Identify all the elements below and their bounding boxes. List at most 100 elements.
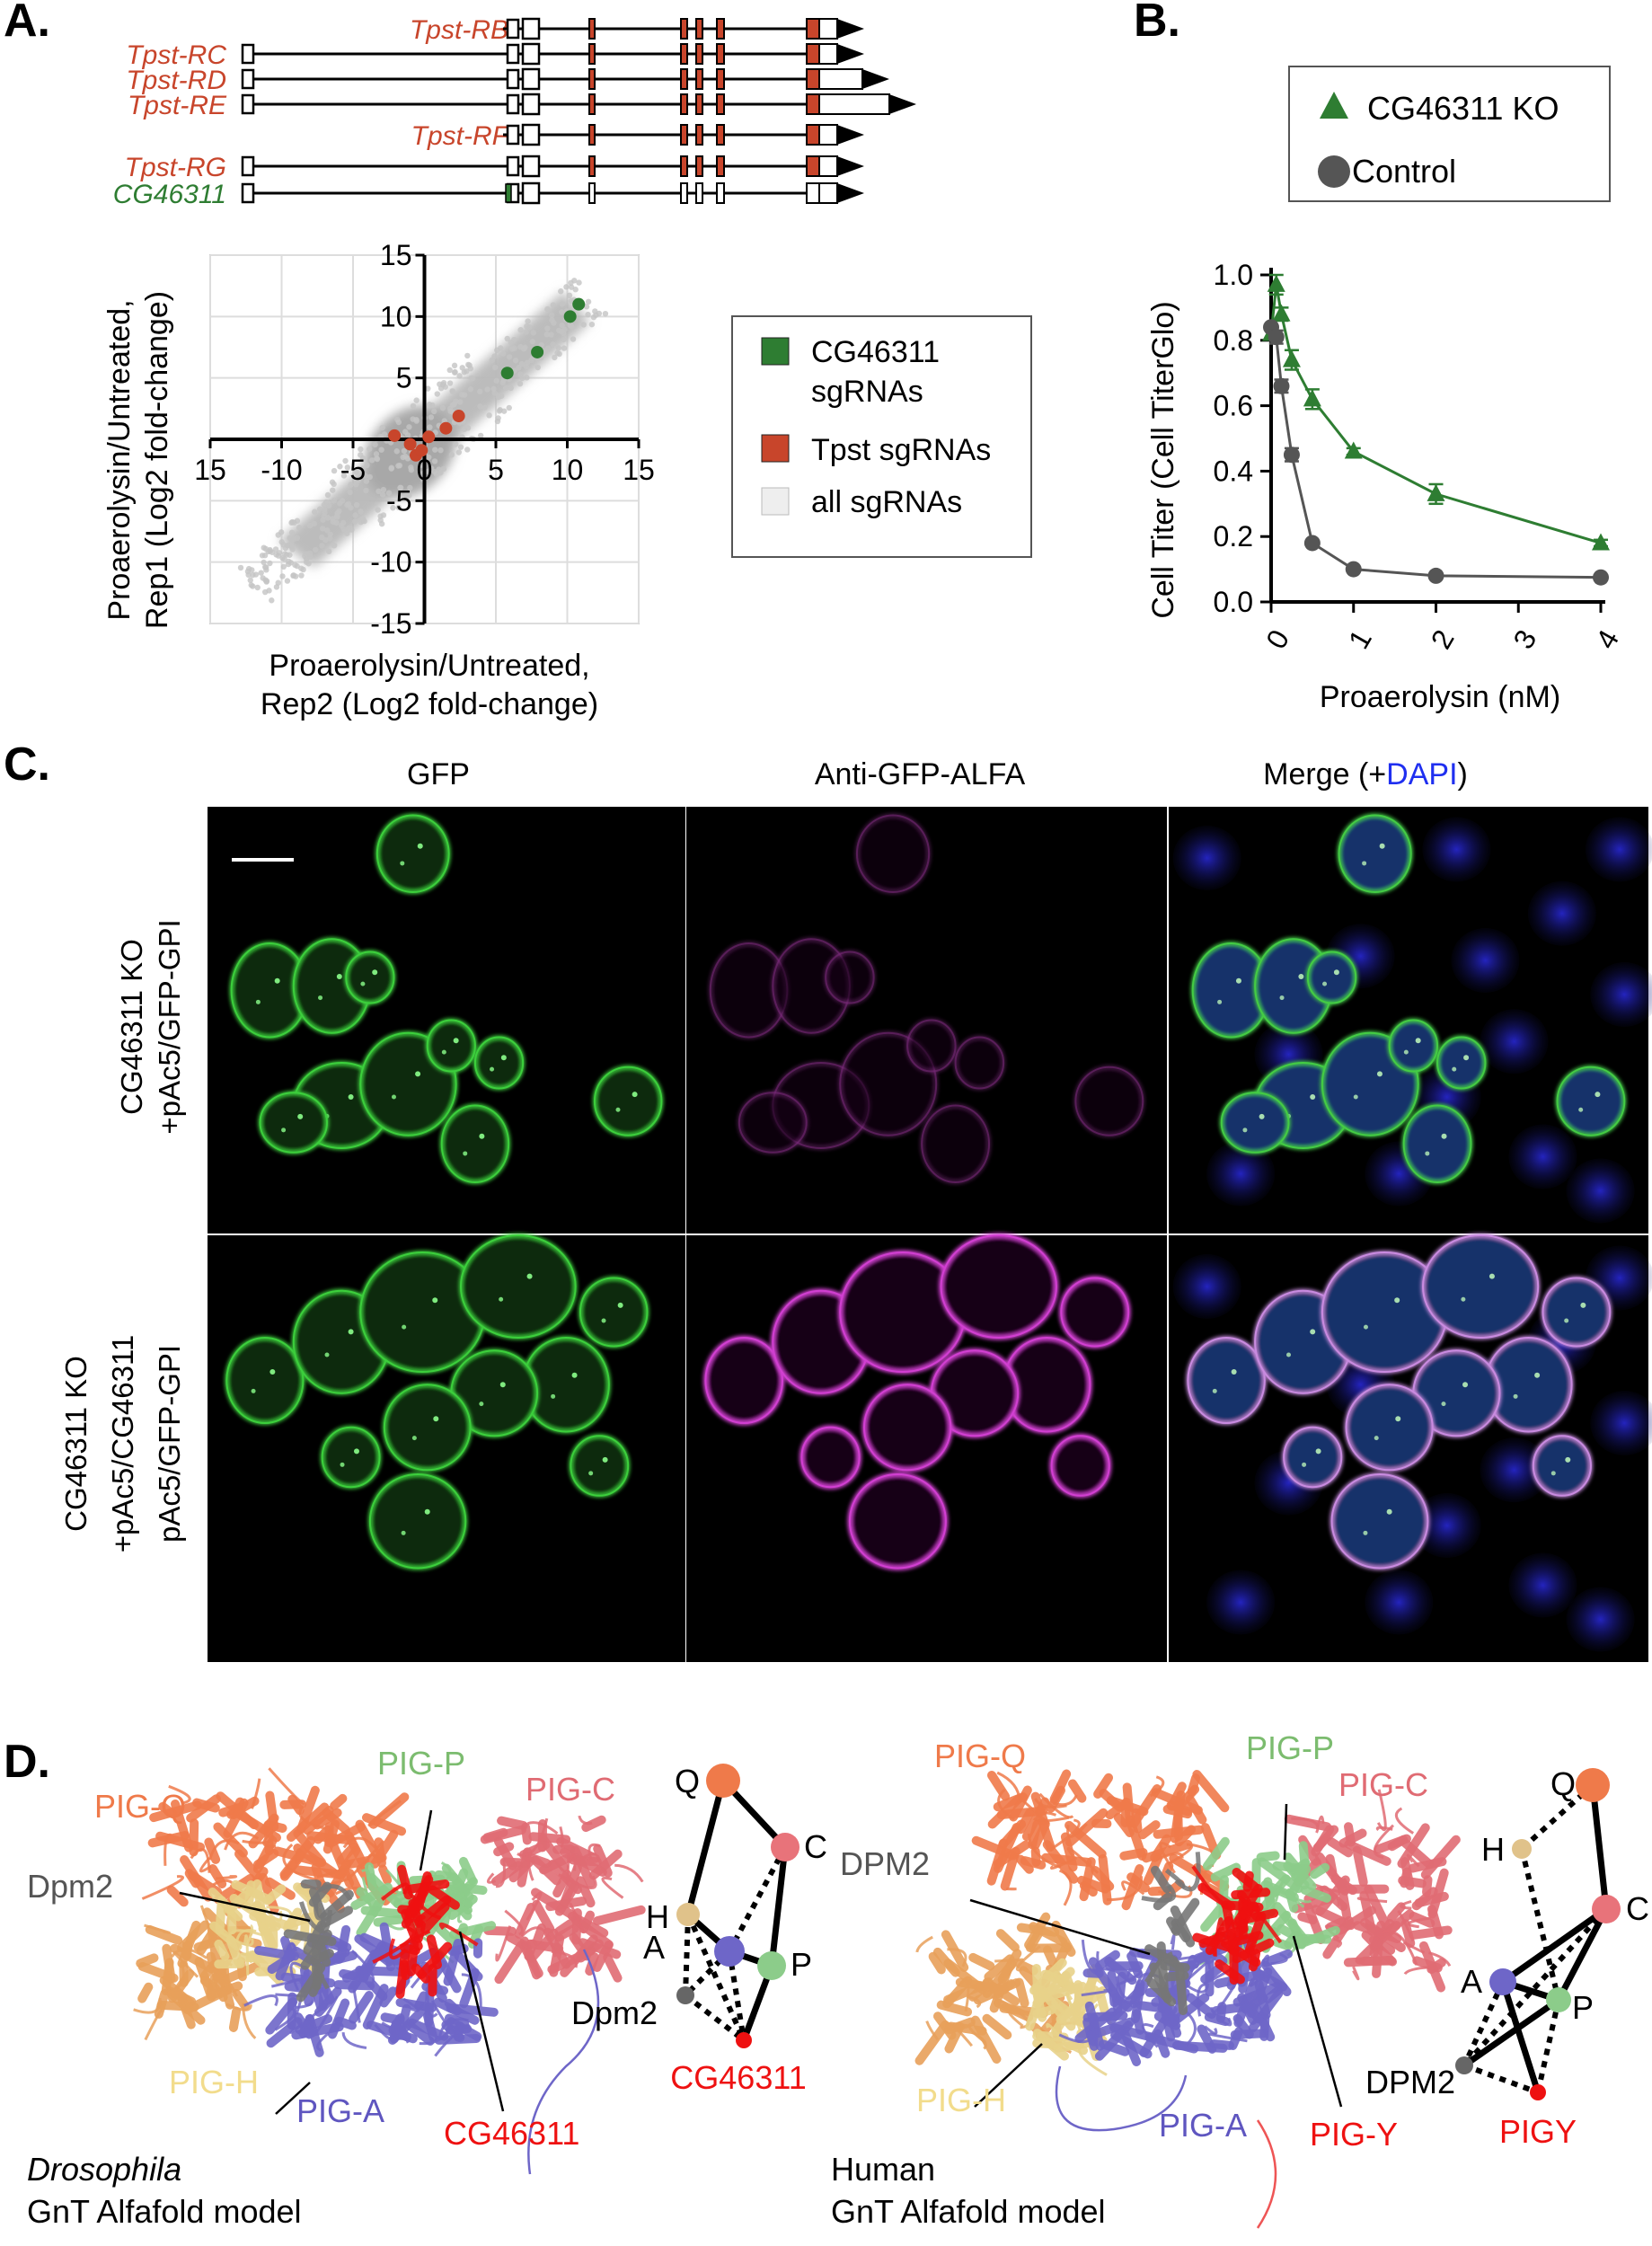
helix bbox=[1105, 1961, 1144, 1971]
cloud-dot bbox=[331, 542, 338, 549]
loop bbox=[1066, 1823, 1088, 1838]
hum-label-pig-c: PIG-C bbox=[1338, 1766, 1428, 1803]
loop bbox=[945, 2021, 973, 2047]
puncta bbox=[1441, 1133, 1447, 1139]
cell-membrane bbox=[473, 1036, 525, 1090]
loop bbox=[1197, 1983, 1210, 2017]
cloud-dot bbox=[247, 577, 253, 584]
loop bbox=[1094, 1967, 1116, 1978]
coding-exon bbox=[806, 155, 820, 177]
cloud-dot bbox=[284, 578, 291, 584]
cloud-dot bbox=[566, 292, 573, 299]
cloud-dot bbox=[559, 322, 565, 329]
cloud-dot bbox=[263, 579, 269, 585]
loop bbox=[587, 1843, 601, 1861]
puncta bbox=[324, 1352, 330, 1357]
helix bbox=[1300, 1885, 1331, 1903]
loop bbox=[341, 2031, 367, 2049]
helix bbox=[1202, 1836, 1230, 1871]
arrow-head bbox=[837, 19, 864, 39]
cloud-dot bbox=[340, 473, 348, 479]
microscopy-grid: GFP Anti-GFP-ALFA Merge (+DAPI) CG46311 … bbox=[59, 757, 1652, 1662]
sgrna-point bbox=[572, 297, 586, 311]
cell-membrane bbox=[1388, 1019, 1439, 1073]
puncta bbox=[632, 1092, 638, 1098]
cloud-dot bbox=[379, 491, 386, 498]
loop bbox=[495, 1925, 512, 1962]
cloud-dot bbox=[375, 488, 382, 495]
cloud-dot bbox=[500, 408, 508, 414]
legend-swatch-tpst bbox=[761, 434, 790, 463]
cloud-dot bbox=[306, 522, 314, 529]
cell-membrane bbox=[1330, 1473, 1429, 1570]
loop bbox=[1053, 1794, 1078, 1807]
helix bbox=[1172, 1784, 1200, 1813]
loop bbox=[1008, 2009, 1024, 2028]
cloud-dot bbox=[506, 404, 512, 411]
helix bbox=[208, 1864, 227, 1889]
cloud-dot bbox=[330, 487, 336, 493]
transcript-label: Tpst-RC bbox=[126, 40, 226, 70]
helix bbox=[1192, 1770, 1230, 1813]
puncta bbox=[1462, 1382, 1469, 1388]
hum-label-pig-h: PIG-H bbox=[916, 2082, 1006, 2118]
row-label-1-line2: +pAc5/GFP-GPI bbox=[153, 919, 186, 1134]
helix bbox=[494, 1940, 526, 1985]
helix bbox=[1344, 1822, 1356, 1847]
network-edge-dotted bbox=[685, 1913, 746, 2042]
cloud-dot bbox=[426, 402, 433, 408]
cloud-dot bbox=[404, 455, 411, 462]
helix bbox=[1427, 1905, 1444, 1940]
loop bbox=[242, 2003, 257, 2039]
dro-caption-1: Drosophila bbox=[27, 2151, 181, 2188]
loop bbox=[1117, 2000, 1143, 2006]
cloud-dot bbox=[457, 399, 464, 405]
cloud-dot bbox=[362, 473, 368, 479]
puncta bbox=[391, 1094, 396, 1100]
puncta bbox=[1235, 977, 1241, 984]
cloud-dot bbox=[465, 361, 472, 368]
helix bbox=[275, 1942, 296, 1981]
loop bbox=[1141, 1884, 1176, 1903]
loop bbox=[565, 1854, 570, 1886]
cloud-dot bbox=[408, 466, 415, 473]
cloud-dot bbox=[525, 318, 531, 324]
helix bbox=[1285, 1864, 1312, 1900]
network-node bbox=[1512, 1839, 1532, 1859]
triangle-marker bbox=[1427, 483, 1445, 501]
cloud-dot bbox=[359, 455, 367, 462]
loop bbox=[1204, 2025, 1218, 2035]
cloud-dot bbox=[267, 560, 273, 567]
cloud-dot bbox=[324, 527, 331, 534]
loop bbox=[172, 1950, 199, 1978]
structure-panels: PIG-Q PIG-P PIG-C Dpm2 PIG-H PIG-A CG463… bbox=[27, 1729, 1649, 2230]
cell-membrane bbox=[1422, 1234, 1540, 1339]
cloud-dot bbox=[585, 311, 591, 318]
cloud-dot bbox=[538, 341, 544, 349]
loop bbox=[1191, 1865, 1224, 1905]
helix bbox=[1200, 1964, 1224, 1985]
cloud-dot bbox=[572, 287, 579, 293]
helix bbox=[1076, 1875, 1110, 1894]
dro-caption-2: GnT Alfafold model bbox=[27, 2193, 302, 2230]
cloud-dot bbox=[400, 454, 406, 461]
network-node bbox=[1546, 1987, 1571, 2012]
loop bbox=[133, 1997, 162, 2014]
cloud-dot bbox=[481, 404, 488, 411]
helix bbox=[585, 1952, 599, 1976]
helix bbox=[194, 1957, 216, 2002]
loop bbox=[251, 1778, 261, 1809]
cloud-dot bbox=[334, 514, 340, 520]
helix bbox=[932, 1947, 960, 1977]
dapi-nucleus bbox=[1480, 1437, 1549, 1503]
loop bbox=[1055, 2065, 1188, 2132]
cloud-dot bbox=[344, 464, 350, 471]
cloud-dot bbox=[237, 564, 244, 571]
dapi-nucleus bbox=[1172, 826, 1241, 890]
network-node bbox=[1530, 2084, 1546, 2100]
loop bbox=[1106, 1876, 1143, 1901]
triangle-marker bbox=[1282, 349, 1301, 367]
cloud-dot bbox=[379, 424, 385, 431]
network-node-label: C bbox=[1626, 1890, 1649, 1927]
network-node-label: Q bbox=[1550, 1765, 1576, 1802]
